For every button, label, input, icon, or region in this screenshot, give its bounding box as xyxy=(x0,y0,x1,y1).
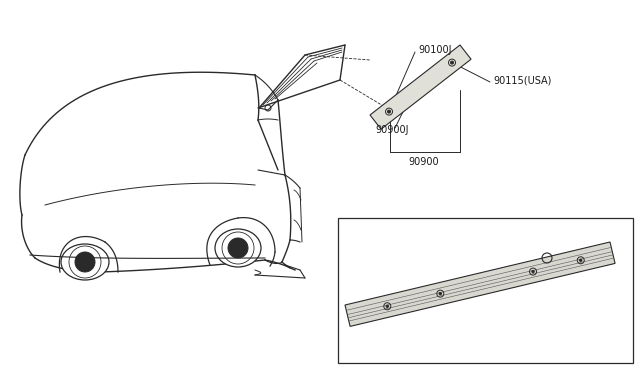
Circle shape xyxy=(451,61,454,64)
Text: 90100H: 90100H xyxy=(578,293,616,303)
Polygon shape xyxy=(345,242,615,326)
Text: (4): (4) xyxy=(550,263,563,273)
Text: 90900: 90900 xyxy=(395,351,426,361)
Ellipse shape xyxy=(61,244,109,280)
Text: 90900J: 90900J xyxy=(375,125,408,135)
Text: FOR T/COVER: FOR T/COVER xyxy=(460,223,526,233)
Text: S: S xyxy=(545,255,549,261)
Circle shape xyxy=(532,270,534,273)
Text: 90900: 90900 xyxy=(408,157,438,167)
Circle shape xyxy=(439,292,442,295)
Polygon shape xyxy=(370,45,471,129)
Circle shape xyxy=(228,238,248,258)
Text: ^909^0039: ^909^0039 xyxy=(558,356,605,365)
Circle shape xyxy=(580,259,582,262)
Circle shape xyxy=(75,252,95,272)
Bar xyxy=(338,218,633,363)
Text: 90115(USA): 90115(USA) xyxy=(493,75,552,85)
Ellipse shape xyxy=(215,229,261,267)
Text: 08540-51012: 08540-51012 xyxy=(554,253,614,263)
Circle shape xyxy=(388,110,390,113)
Text: 90115<USA>: 90115<USA> xyxy=(368,328,431,337)
Circle shape xyxy=(386,305,388,307)
Text: 90100J: 90100J xyxy=(418,45,451,55)
